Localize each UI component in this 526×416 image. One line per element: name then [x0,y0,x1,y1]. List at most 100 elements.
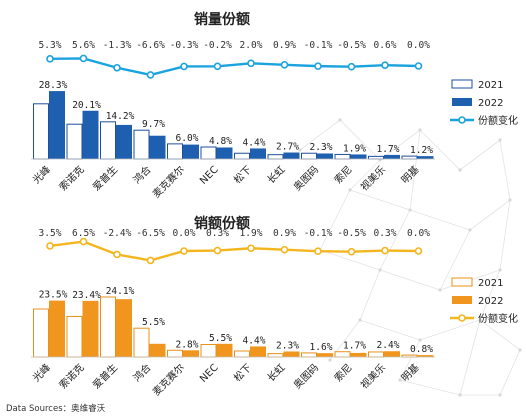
change-line [49,57,419,77]
legend-label-2022: 2022 [478,98,503,109]
bar-2022 [417,156,434,159]
change-point [347,247,356,256]
change-label: 0.3% [206,228,229,239]
legend-label-2021: 2021 [478,278,503,289]
change-label: 0.9% [273,228,296,239]
value-label: 1.6% [310,342,333,353]
category-label: NEC [198,362,220,384]
change-label: -6.5% [136,228,165,239]
bar-2021 [301,152,317,160]
value-share-chart: 3.5% 6.5% -2.4% -6.5% 0.0% 0.3% 1.9% 0.9% -0.1% -… [30,228,518,398]
category-label: 奥图码 [291,163,321,193]
change-line [49,240,419,262]
change-label: 0.3% [374,228,397,239]
background-link [459,139,501,171]
change-point [79,237,88,246]
change-label: 1.9% [240,228,263,239]
value-label: 20.1% [72,100,101,111]
bar-2021 [401,155,418,160]
change-label: 6.5% [72,228,95,239]
change-point [46,55,54,63]
change-point [314,247,322,255]
category-label: 鸿合 [130,361,153,384]
bar-2022 [317,353,333,357]
background-node [328,358,332,362]
change-label: 3.5% [39,228,62,239]
category-label: 松下 [231,163,254,186]
legend-label-change: 份额变化 [478,312,518,325]
background-node [508,198,512,202]
value-label: 23.4% [72,290,101,301]
background-node [348,188,352,192]
background-link [409,129,421,211]
background-node [458,393,462,397]
bar-2021 [167,143,183,160]
legend-swatch-2022 [452,296,472,304]
change-label: 0.0% [407,228,430,239]
bar-2021 [334,153,351,160]
background-link [419,319,481,341]
background-node [478,318,482,322]
category-label: 爱普生 [90,361,120,391]
change-label: -0.2% [203,40,232,51]
change-point [280,245,289,254]
legend-label-change: 份额变化 [478,114,518,127]
background-link [339,119,381,161]
background-link [469,199,511,231]
legend-marker-change [458,314,466,322]
bar-2022 [216,147,233,159]
bar-2022 [250,148,266,159]
change-point [381,246,389,255]
value-label: 1.2% [410,145,433,156]
bar-2022 [183,144,199,159]
bar-2021 [100,296,116,358]
bar-2022 [82,110,99,159]
change-point [247,59,255,68]
background-link [319,189,351,251]
change-label: 5.6% [72,40,95,51]
category-label: 索尼 [331,163,354,186]
bar-2022 [384,351,400,357]
bar-2022 [149,135,166,159]
bar-2022 [283,351,300,357]
background-link [419,129,461,171]
value-label: 6.0% [176,133,199,144]
bar-2022 [216,343,233,357]
value-label: 2.3% [276,340,299,351]
background-link [349,159,381,191]
change-point [314,62,322,70]
background-node [498,138,502,142]
value-label: 23.5% [39,290,68,301]
background-link [499,349,521,396]
value-label: 5.5% [209,333,232,344]
background-node [398,378,402,382]
value-label: 28.3% [39,80,68,91]
volume-share-chart: 5.3% 5.6% -1.3% -6.6% -0.3% -0.2% 2.0% 0.9% -0.1… [30,40,518,200]
category-label: 索尼 [331,361,354,384]
background-link [479,269,501,321]
change-point [113,63,121,72]
change-label: 5.3% [39,40,62,51]
bar-2022 [283,152,300,159]
background-node [418,338,422,342]
change-label: -0.5% [337,40,366,51]
background-link [399,379,461,396]
background-node [298,148,302,152]
bar-2021 [167,349,183,358]
background-link [399,339,421,381]
bar-2021 [200,146,217,160]
value-label: 4.4% [243,137,266,148]
bar-2021 [33,308,49,358]
bar-2021 [100,121,116,160]
change-point [146,256,155,265]
change-point [213,246,222,255]
background-link [379,269,441,291]
bar-2022 [250,346,266,357]
change-point [113,250,121,259]
category-label: 鸿合 [130,163,153,186]
bar-2021 [267,154,284,160]
bar-2022 [49,300,65,357]
category-label: 爱普生 [90,163,120,193]
legend-swatch-2022 [452,98,472,106]
background-node [418,128,422,132]
